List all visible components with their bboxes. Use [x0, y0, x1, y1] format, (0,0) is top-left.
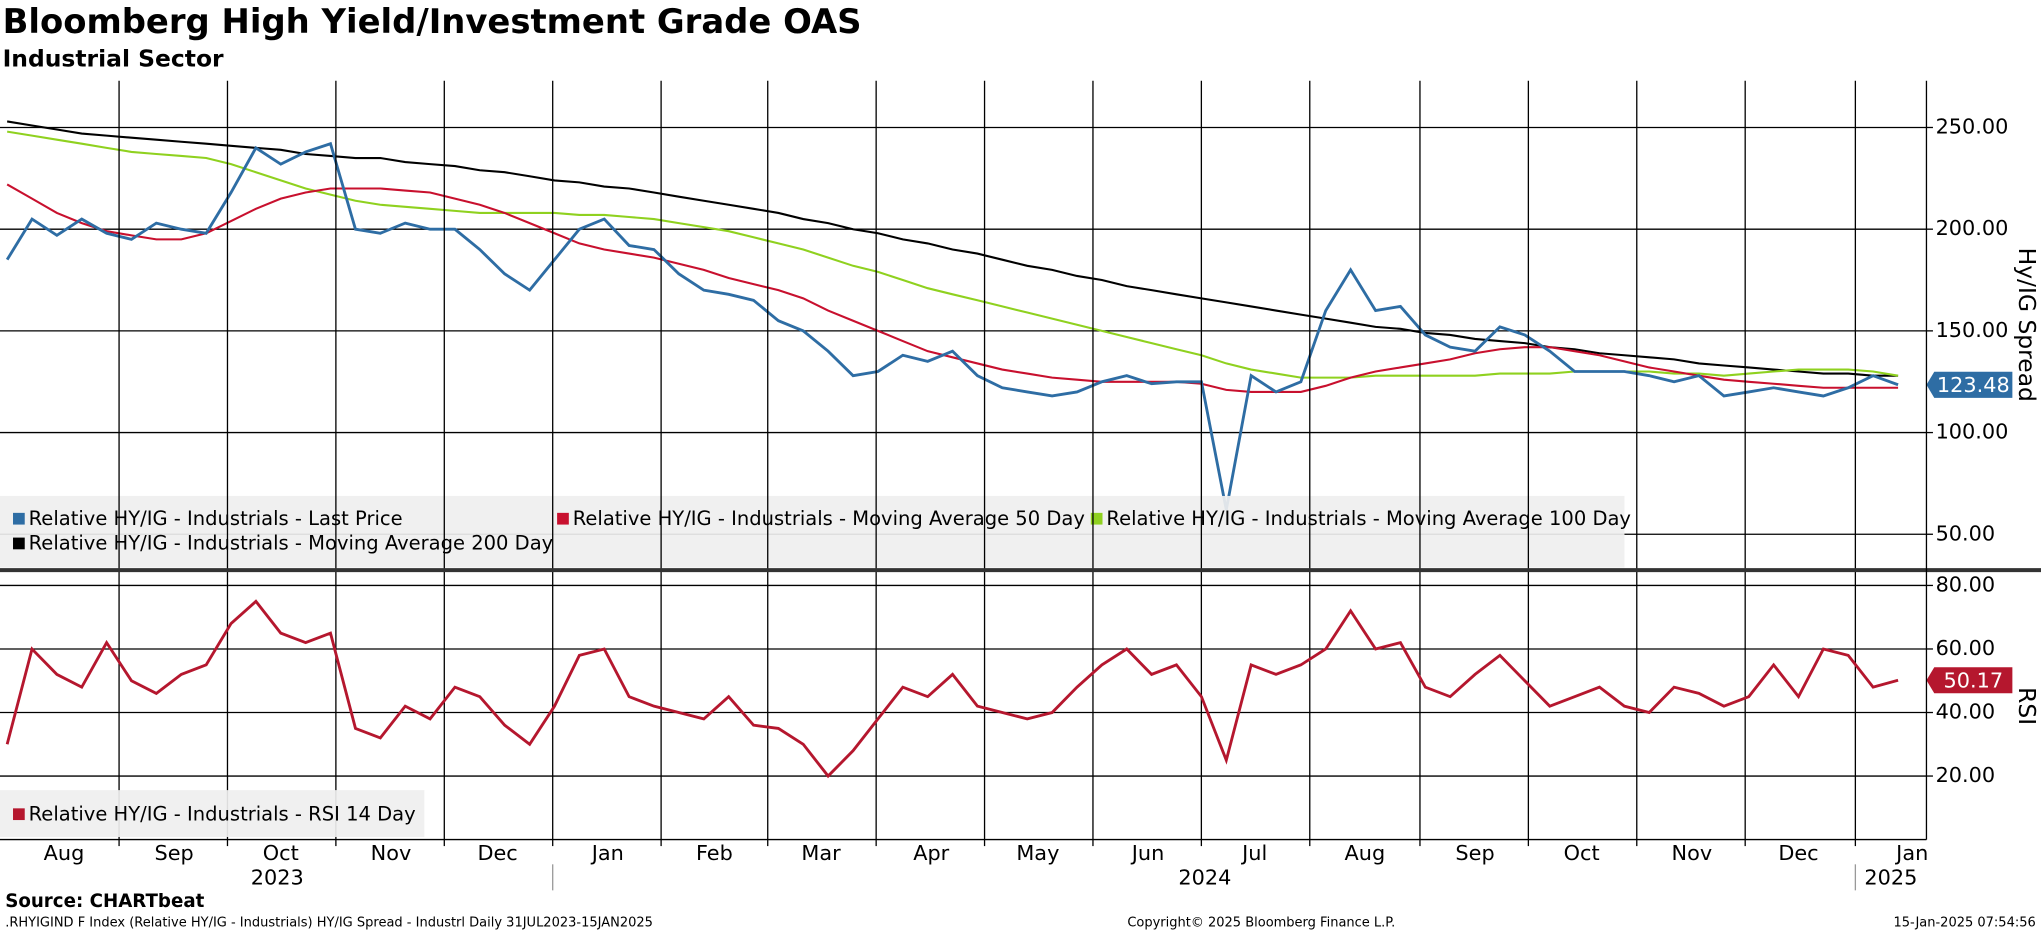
timestamp: 15-Jan-2025 07:54:56 — [1893, 915, 2035, 930]
x-tick-label: Aug — [1345, 841, 1386, 865]
last-value-tag — [1926, 667, 2013, 694]
y-tick-label: 200.00 — [1936, 216, 2009, 240]
y-axis-title: Hy/IG Spread — [2013, 248, 2041, 402]
x-tick-label: Sep — [155, 841, 194, 865]
y-tick-label: 100.00 — [1936, 420, 2009, 444]
x-tick-label: Aug — [44, 841, 85, 865]
x-tick-label: Jan — [590, 841, 624, 865]
y-tick-label: 150.00 — [1936, 318, 2009, 342]
y-tick-label: 50.00 — [1936, 521, 1996, 545]
legend-box — [0, 495, 1625, 568]
y-tick-label: 20.00 — [1936, 763, 1996, 787]
legend-label: Relative HY/IG - Industrials - RSI 14 Da… — [29, 802, 416, 825]
footnote: .RHYIGIND F Index (Relative HY/IG - Indu… — [5, 915, 653, 930]
y-tick-label: 40.00 — [1936, 700, 1996, 724]
y-tick-label: 80.00 — [1936, 572, 1996, 596]
year-label: 2025 — [1864, 866, 1917, 890]
series-line — [5, 141, 1899, 511]
x-tick-label: Nov — [371, 841, 412, 865]
x-tick-label: May — [1016, 841, 1059, 865]
series-line — [5, 599, 1899, 779]
legend-swatch — [13, 512, 25, 525]
y-tick-label: 250.00 — [1936, 114, 2009, 138]
x-tick-label: Jan — [1894, 841, 1928, 865]
x-tick-label: Mar — [801, 841, 841, 865]
x-tick-label: Jul — [1240, 841, 1267, 865]
year-label: 2024 — [1178, 866, 1231, 890]
year-label: 2023 — [251, 866, 304, 890]
chart-subtitle: Industrial Sector — [3, 44, 224, 72]
legend-label: Relative HY/IG - Industrials - Moving Av… — [1106, 507, 1631, 530]
chart-title: Bloomberg High Yield/Investment Grade OA… — [3, 2, 862, 41]
x-tick-label: Jun — [1130, 841, 1165, 865]
x-tick-label: Feb — [696, 841, 733, 865]
x-tick-label: Dec — [1778, 841, 1818, 865]
x-tick-label: Nov — [1672, 841, 1713, 865]
source: Source: CHARTbeat — [5, 891, 204, 912]
series-line — [6, 130, 1899, 379]
x-tick-label: Oct — [263, 841, 299, 865]
series-line — [6, 120, 1899, 377]
copyright: Copyright© 2025 Bloomberg Finance L.P. — [1127, 915, 1395, 930]
legend-label: Relative HY/IG - Industrials - Moving Av… — [573, 507, 1085, 530]
legend-swatch — [13, 808, 25, 821]
x-tick-label: Apr — [913, 841, 949, 865]
legend-box — [0, 790, 425, 837]
y-axis-title: RSI — [2013, 687, 2041, 725]
legend-label: Relative HY/IG - Industrials - Last Pric… — [29, 507, 403, 530]
last-value-label: 123.48 — [1937, 373, 2010, 397]
y-tick-label: 60.00 — [1936, 636, 1996, 660]
x-tick-label: Dec — [477, 841, 517, 865]
last-value-tag — [1926, 371, 2013, 398]
legend-label: Relative HY/IG - Industrials - Moving Av… — [29, 532, 554, 555]
x-tick-label: Oct — [1564, 841, 1600, 865]
legend-swatch — [13, 537, 25, 550]
last-value-label: 50.17 — [1944, 669, 2004, 693]
legend-swatch — [1090, 512, 1103, 525]
legend-swatch — [557, 512, 569, 525]
x-tick-label: Sep — [1455, 841, 1494, 865]
series-line — [6, 183, 1899, 393]
